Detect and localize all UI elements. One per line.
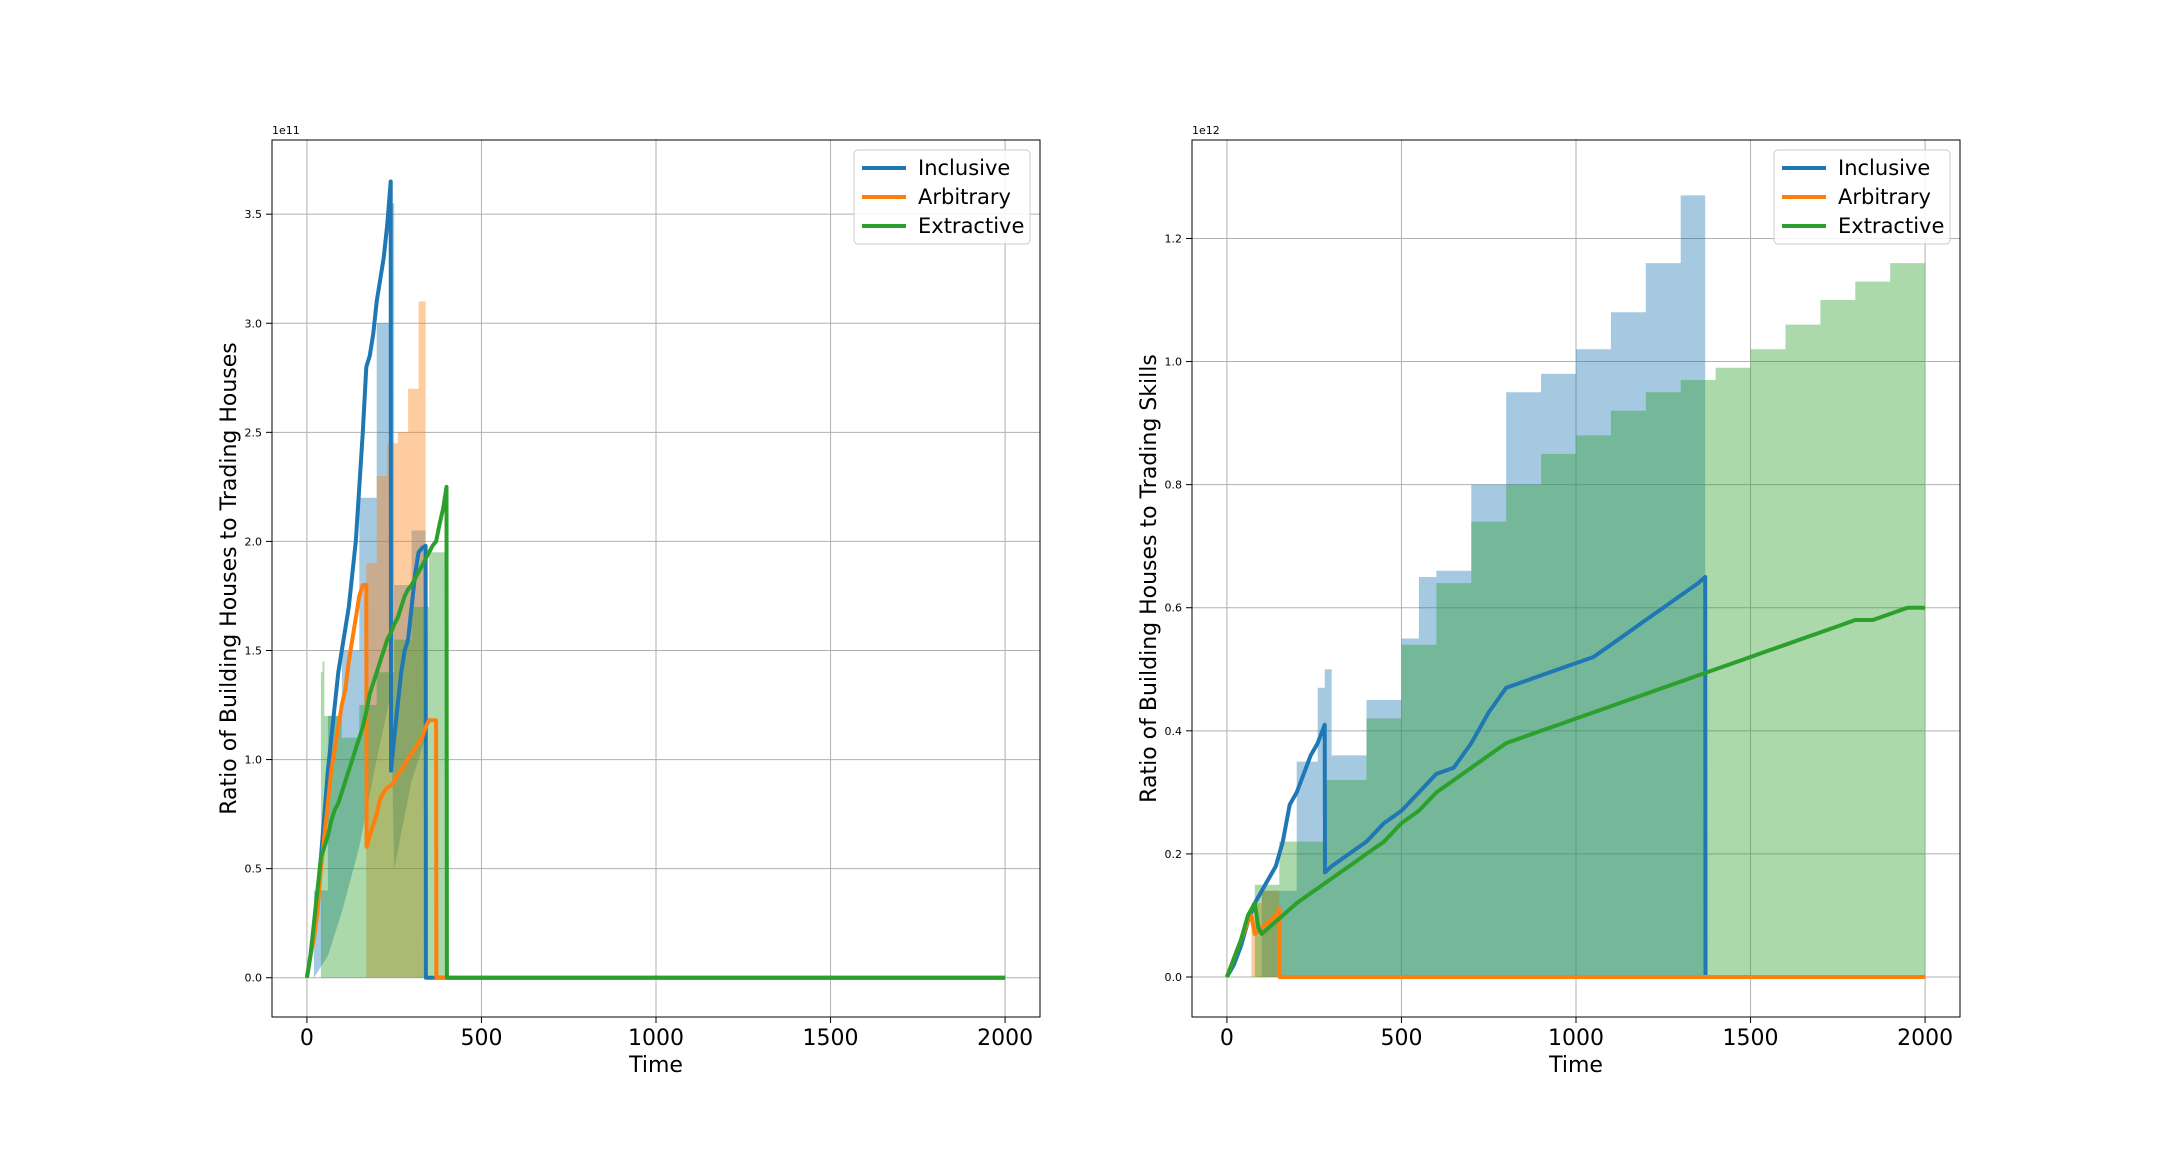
chart-1: 0 500 1000 1500 2000 0.0 0.5 1.0 1.5 2.0 2.5 3.0 3.5… — [217, 124, 1041, 1078]
y-exponent-label: 1e11 — [272, 124, 300, 137]
x-tick-label: 1500 — [803, 1026, 859, 1051]
y-tick-label: 2.5 — [245, 426, 263, 439]
y-tick-label: 0.4 — [1165, 725, 1183, 738]
y-tick-label: 3.5 — [245, 208, 263, 221]
band-inclusive — [1226, 176, 1706, 977]
y-exponent-label: 1e12 — [1192, 124, 1220, 137]
y-tick-label: 0.2 — [1165, 848, 1183, 861]
x-tick-label: 500 — [1380, 1026, 1422, 1051]
x-axis-label: Time — [628, 1053, 683, 1078]
x-axis-label: Time — [1548, 1053, 1603, 1078]
series-line-extractive — [1225, 605, 1926, 978]
series-line-inclusive — [1225, 575, 1926, 979]
series-line-inclusive — [304, 179, 1006, 980]
x-tick-label: 1000 — [1548, 1026, 1604, 1051]
y-axis-label: Ratio of Building Houses to Trading Hous… — [217, 342, 242, 815]
chart-2: 0 500 1000 1500 2000 0.0 0.2 0.4 0.6 0.8 1.0 1.2 1e1… — [1137, 124, 1961, 1078]
x-tick-label: 0 — [300, 1026, 314, 1051]
plot-content — [1225, 176, 1926, 979]
y-tick-label: 1.0 — [245, 754, 263, 767]
y-tick-label: 1.2 — [1165, 232, 1183, 245]
y-tick-label: 2.0 — [245, 535, 263, 548]
band-inclusive — [313, 203, 426, 978]
y-tick-label: 0.8 — [1165, 479, 1183, 492]
y-tick-label: 0.0 — [245, 972, 263, 985]
legend-box — [1773, 149, 1951, 245]
band-arbitrary — [1251, 890, 1280, 977]
x-tick-label: 500 — [460, 1026, 502, 1051]
band-arbitrary — [366, 290, 426, 978]
y-tick-label: 0.5 — [245, 863, 263, 876]
legend-box — [853, 149, 1031, 245]
legend: Inclusive Arbitrary Extractive — [1773, 149, 1951, 245]
x-tick-label: 0 — [1220, 1026, 1234, 1051]
band-extractive — [320, 497, 447, 978]
y-tick-label: 1.0 — [1165, 356, 1183, 369]
band-extractive — [1254, 238, 1926, 977]
legend-label-extractive: Extractive — [1838, 214, 1944, 238]
y-axis-label: Ratio of Building Houses to Trading Skil… — [1137, 354, 1162, 803]
legend-label-inclusive: Inclusive — [1838, 156, 1930, 180]
y-tick-label: 0.0 — [1165, 971, 1183, 984]
y-tick-label: 3.0 — [245, 317, 263, 330]
plot-content — [304, 179, 1006, 980]
legend-label-arbitrary: Arbitrary — [1838, 185, 1931, 209]
y-tick-label: 0.6 — [1165, 602, 1183, 615]
x-tick-label: 2000 — [1897, 1026, 1953, 1051]
x-tick-label: 1000 — [628, 1026, 684, 1051]
legend-label-extractive: Extractive — [918, 214, 1024, 238]
series-line-arbitrary — [304, 583, 1006, 980]
series-line-extractive — [304, 484, 1006, 980]
y-tick-label: 1.5 — [245, 644, 263, 657]
legend: Inclusive Arbitrary Extractive — [853, 149, 1031, 245]
x-tick-label: 2000 — [977, 1026, 1033, 1051]
legend-label-inclusive: Inclusive — [918, 156, 1010, 180]
legend-label-arbitrary: Arbitrary — [918, 185, 1011, 209]
x-tick-label: 1500 — [1723, 1026, 1779, 1051]
